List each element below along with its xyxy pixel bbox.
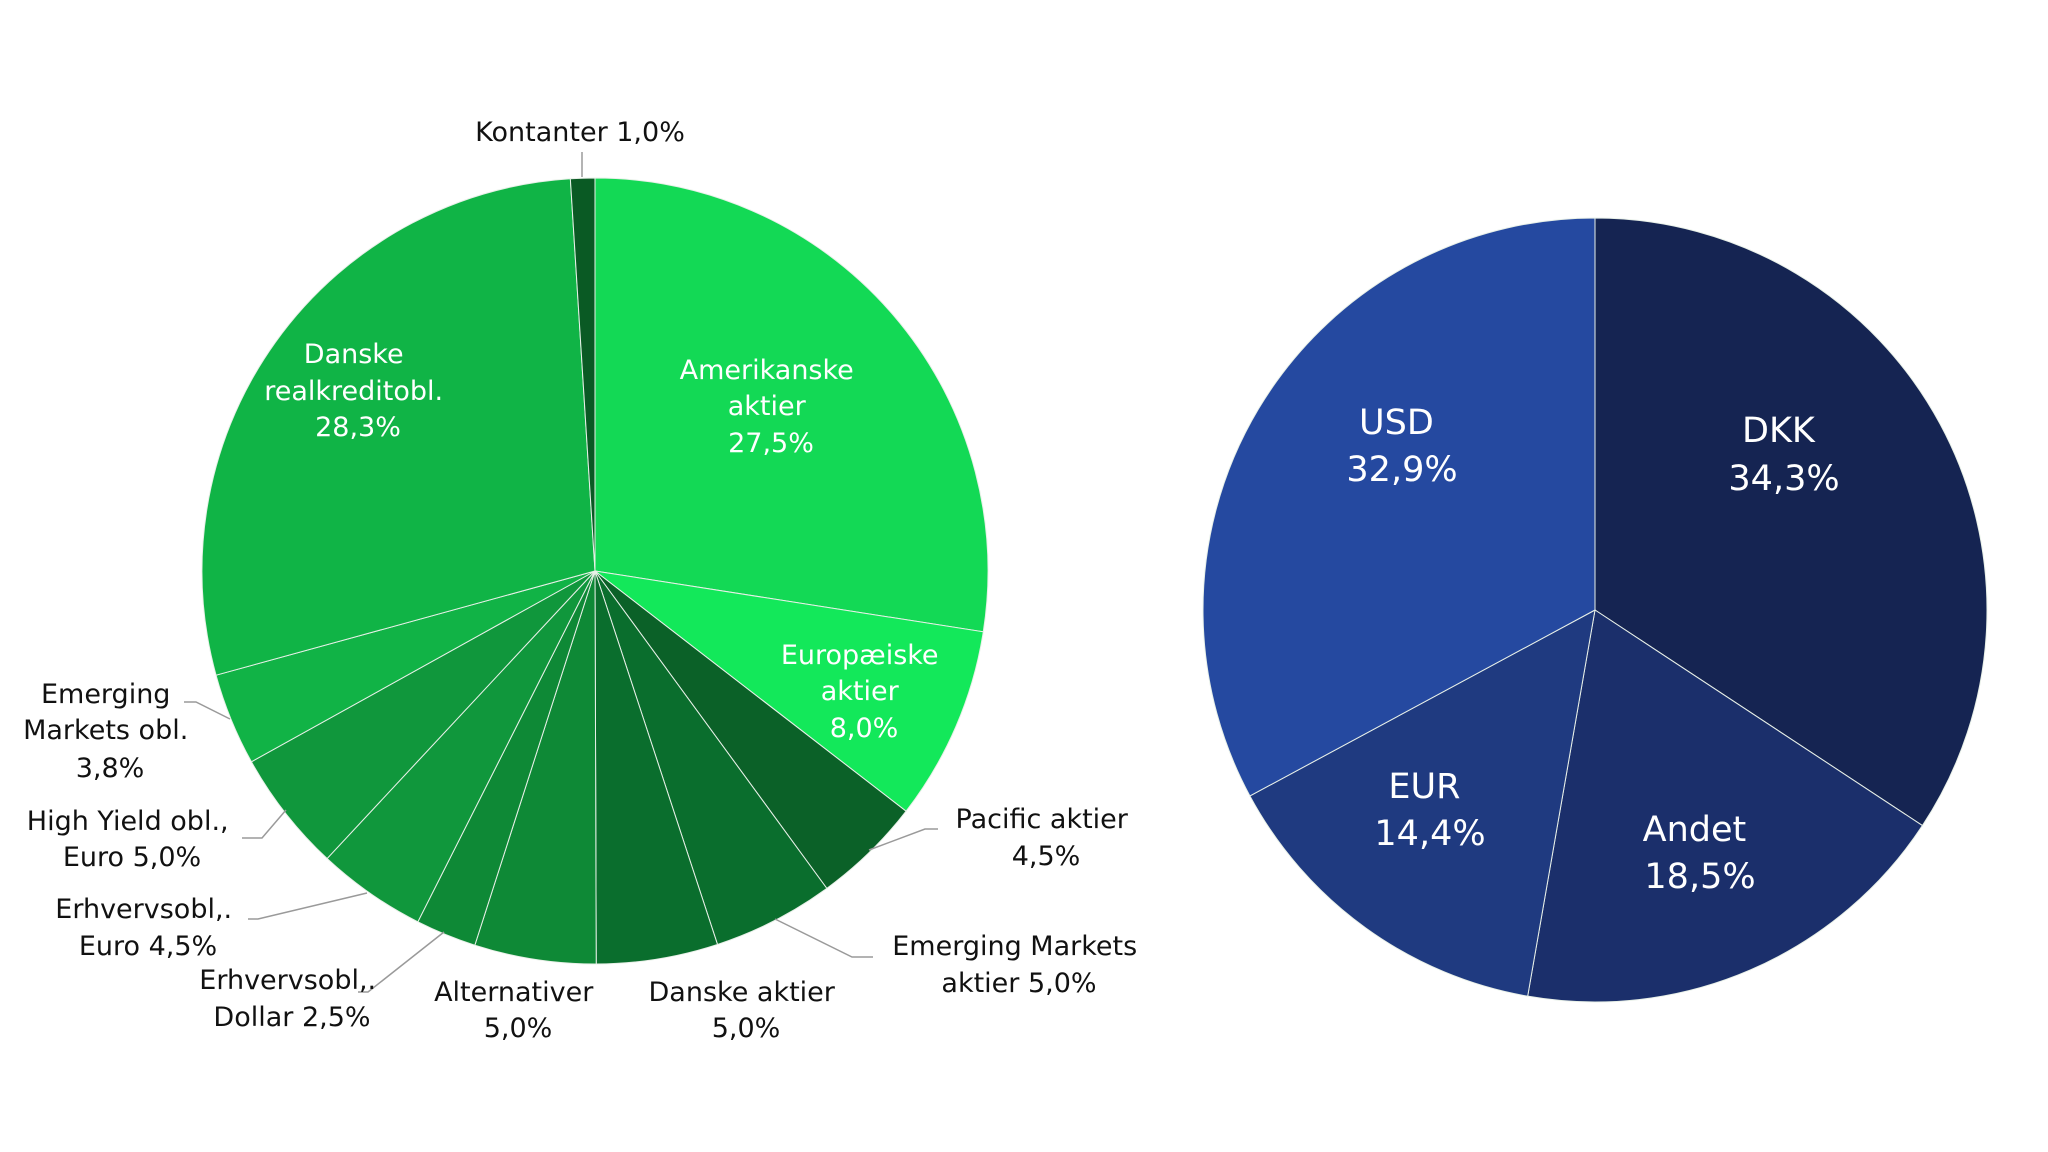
leader-pacific xyxy=(868,828,938,851)
label-europaeiske-aktier: Europæiske aktier 8,0% xyxy=(781,640,947,744)
label-dkk: DKK 34,3% xyxy=(1728,411,1839,499)
pie-slice-andet xyxy=(1527,609,1924,1003)
label-danske-aktier: Danske aktier 5,0% xyxy=(649,977,844,1044)
pie-slice-dkk xyxy=(1594,217,1988,827)
pie-slice-amerikanske-aktier xyxy=(594,177,989,633)
label-alternativer: Alternativer 5,0% xyxy=(434,977,602,1044)
leader-erhv-euro xyxy=(248,892,368,920)
label-erhv-euro: Erhvervsobl,. Euro 4,5% xyxy=(55,894,240,962)
leader-em-aktier xyxy=(774,918,873,958)
label-high-yield: High Yield obl., Euro 5,0% xyxy=(27,806,237,873)
leader-lines xyxy=(184,152,938,993)
label-erhv-dollar: Erhvervsobl,. Dollar 2,5% xyxy=(199,965,384,1033)
currency-pie xyxy=(1202,217,1988,1003)
leader-high-yield xyxy=(242,809,287,839)
pie-slice-usd xyxy=(1202,217,1596,797)
pie-slice-kontanter xyxy=(569,177,596,572)
pie-slice-europæiske-aktier xyxy=(594,570,984,812)
label-andet: Andet 18,5% xyxy=(1643,810,1758,897)
label-eur: EUR 14,4% xyxy=(1374,767,1485,854)
leader-erhv-dollar xyxy=(358,931,445,993)
label-danske-realkreditobl: Danske realkreditobl. 28,3% xyxy=(264,339,451,443)
label-kontanter: Kontanter 1,0% xyxy=(475,117,685,148)
label-usd: USD 32,9% xyxy=(1346,403,1457,490)
label-em-aktier: Emerging Markets aktier 5,0% xyxy=(892,931,1146,999)
label-em-obl: Emerging Markets obl. 3,8% xyxy=(23,679,197,784)
pie-slice-danske-realkreditobl xyxy=(201,178,596,676)
asset-allocation-pie xyxy=(201,177,989,965)
pie-slice-eur xyxy=(1249,609,1596,997)
label-pacific-aktier: Pacific aktier 4,5% xyxy=(956,804,1137,872)
leader-em-obl xyxy=(184,701,231,720)
label-amerikanske-aktier: Amerikanske aktier 27,5% xyxy=(680,355,863,459)
